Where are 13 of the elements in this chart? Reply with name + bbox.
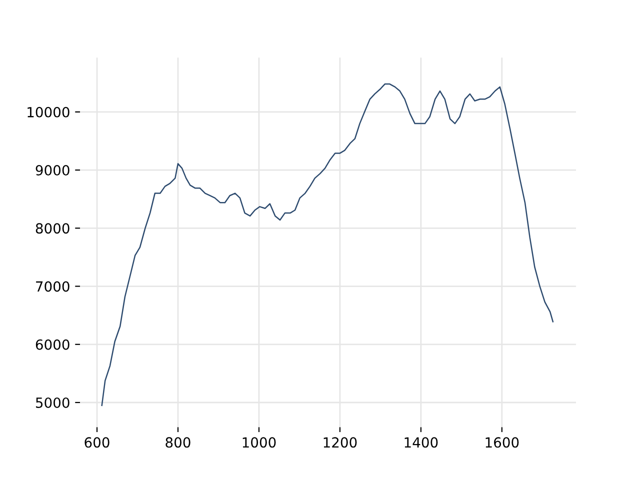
x-tick-label: 1400 bbox=[404, 437, 438, 448]
x-tick-label: 800 bbox=[166, 437, 190, 448]
y-tick-label: 10000 bbox=[28, 106, 70, 118]
x-tick-label: 600 bbox=[84, 437, 110, 448]
x-tick-label: 1000 bbox=[242, 437, 276, 448]
x-tick-label: 1200 bbox=[324, 437, 357, 448]
y-tick-label: 5000 bbox=[36, 397, 70, 408]
y-tick-label: 9000 bbox=[36, 165, 70, 176]
y-tick-label: 7000 bbox=[36, 281, 70, 292]
line-series bbox=[101, 83, 554, 406]
x-tick-label: 1600 bbox=[486, 437, 519, 448]
y-tick-label: 6000 bbox=[36, 339, 70, 350]
y-tick-label: 8000 bbox=[36, 223, 70, 234]
